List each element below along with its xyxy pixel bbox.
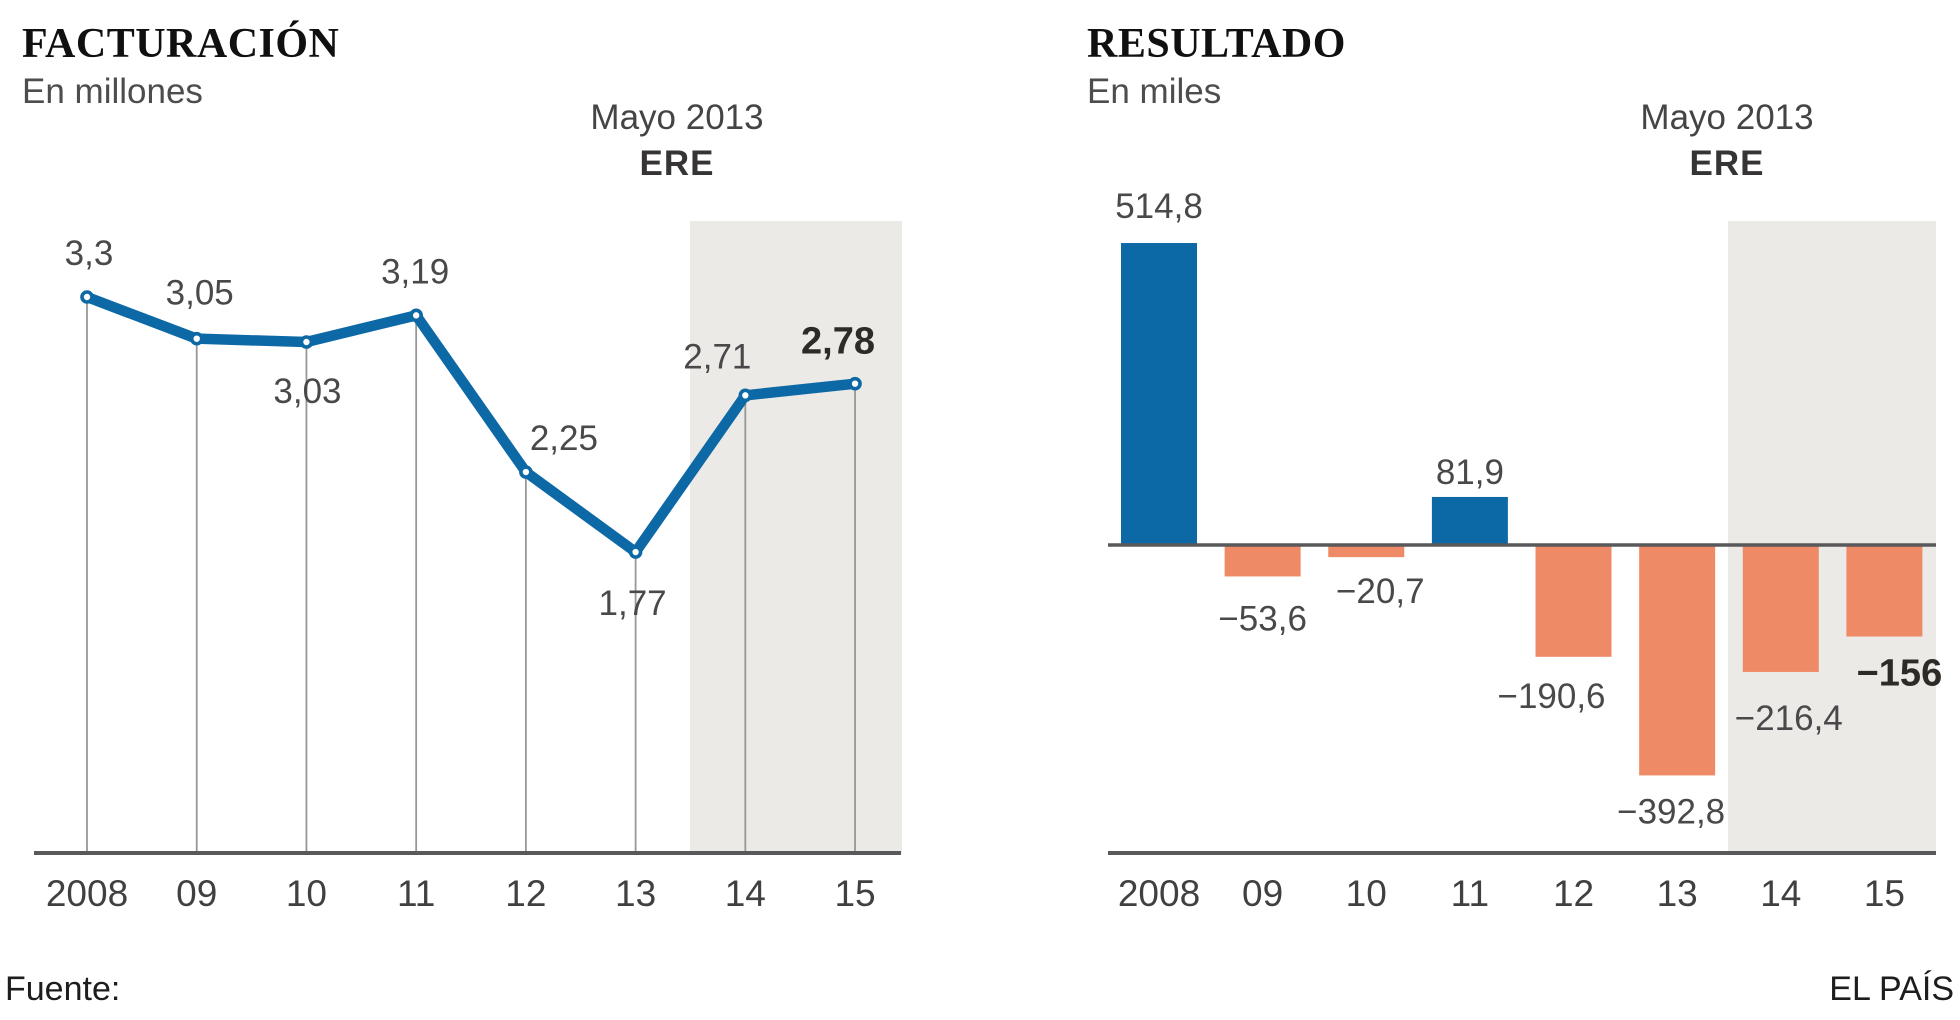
left-annotation-ere: ERE <box>639 144 715 184</box>
axis-label: 11 <box>397 873 435 914</box>
axis-label: 13 <box>615 873 656 914</box>
axis-label: 11 <box>1451 873 1489 914</box>
axis-label: 14 <box>1760 873 1801 914</box>
axis-label: 12 <box>1553 873 1594 914</box>
data-point-marker <box>299 335 314 349</box>
value-label: 81,9 <box>1436 453 1504 492</box>
data-line <box>81 291 861 558</box>
axis-label: 10 <box>1346 873 1387 914</box>
bar <box>1431 496 1508 545</box>
left-annotation-date: Mayo 2013 <box>590 98 764 137</box>
source-label: Fuente: <box>5 970 121 1008</box>
value-label: −216,4 <box>1735 699 1843 738</box>
axis-label: 09 <box>176 873 217 914</box>
value-label: 2,25 <box>530 419 598 458</box>
bar <box>1328 545 1405 558</box>
value-label: 1,77 <box>599 584 667 623</box>
value-label: −20,7 <box>1336 572 1425 611</box>
axis-label: 2008 <box>46 873 128 914</box>
right-chart-title: RESULTADO <box>1087 21 1346 67</box>
value-label: 3,19 <box>381 252 449 291</box>
bar <box>1846 545 1923 637</box>
bar <box>1121 243 1197 546</box>
value-label: 514,8 <box>1115 187 1203 226</box>
value-label: 3,05 <box>166 274 234 313</box>
axis-label: 14 <box>725 873 766 914</box>
data-point-marker <box>409 308 423 323</box>
ere-shaded-region <box>1728 221 1936 853</box>
right-annotation-date: Mayo 2013 <box>1640 98 1814 137</box>
value-label: −190,6 <box>1498 677 1606 716</box>
left-ere-annotation: Mayo 2013 ERE <box>590 95 763 187</box>
left-chart-title: FACTURACIÓN <box>22 21 340 67</box>
axis-label: 12 <box>505 873 546 914</box>
right-ere-annotation: Mayo 2013 ERE <box>1640 95 1813 187</box>
value-label: 3,03 <box>273 372 341 411</box>
brand-label: EL PAÍS <box>1829 970 1954 1008</box>
value-label: 2,71 <box>683 337 751 376</box>
axis-label: 15 <box>834 873 875 914</box>
axis-label: 09 <box>1242 873 1283 914</box>
axis-label: 15 <box>1864 873 1905 914</box>
bar <box>1224 545 1301 577</box>
ere-shaded-region <box>690 221 902 853</box>
axis-label: 13 <box>1657 873 1698 914</box>
data-point-marker <box>848 376 862 391</box>
value-label: −53,6 <box>1218 599 1307 638</box>
data-point-marker <box>738 388 753 403</box>
value-label: −392,8 <box>1617 792 1725 831</box>
value-label: 2,78 <box>801 321 875 363</box>
bar <box>1535 545 1612 657</box>
data-point-marker <box>189 331 204 346</box>
data-point-marker <box>80 290 94 304</box>
axis-label: 10 <box>286 873 327 914</box>
value-label: 3,3 <box>65 234 114 273</box>
value-label: −156 <box>1857 653 1943 695</box>
left-chart-subtitle: En millones <box>22 72 203 111</box>
bar <box>1639 545 1716 776</box>
data-point-marker <box>628 545 643 559</box>
bar <box>1742 545 1819 672</box>
right-chart-subtitle: En miles <box>1087 72 1222 111</box>
right-annotation-ere: ERE <box>1689 144 1765 184</box>
data-point-marker <box>519 465 533 479</box>
axis-label: 2008 <box>1118 873 1200 914</box>
